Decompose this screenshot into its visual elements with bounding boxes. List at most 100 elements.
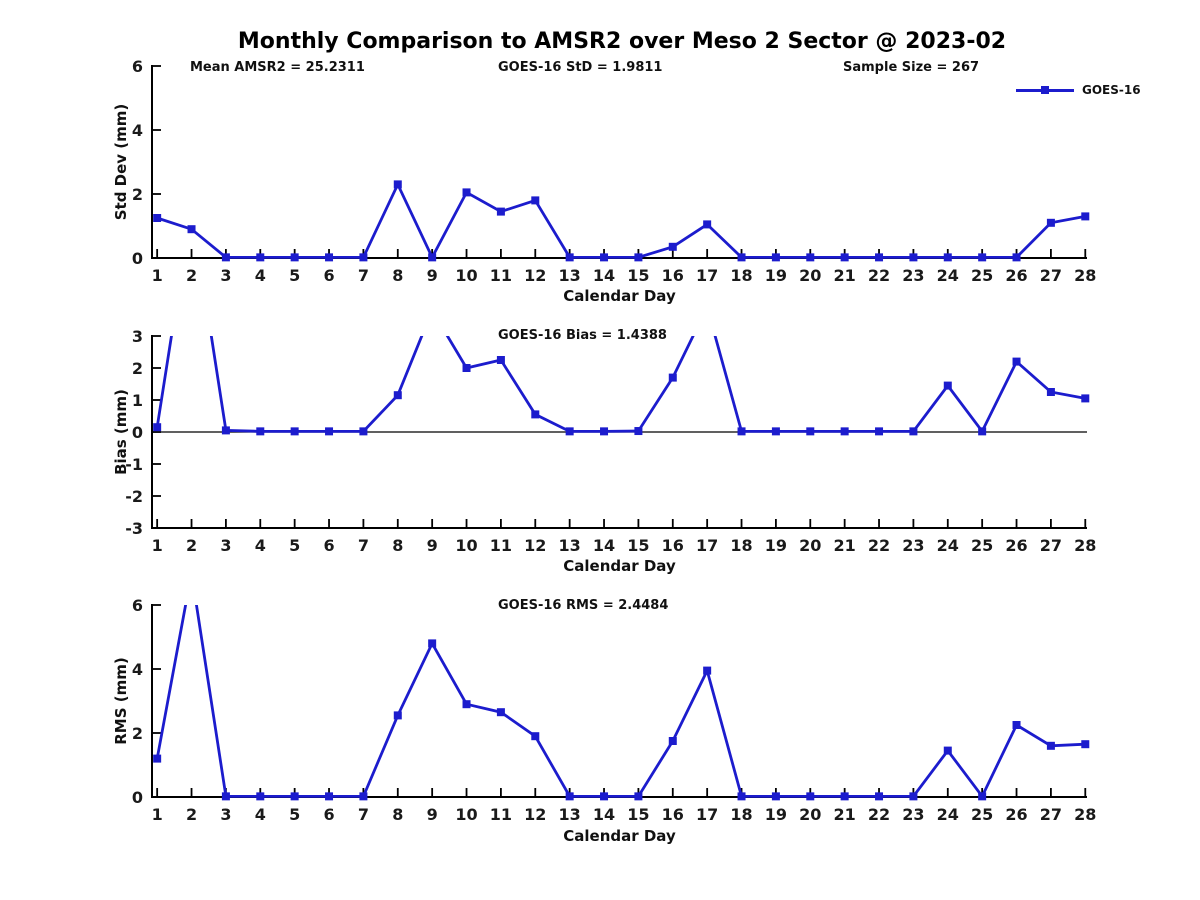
square-marker — [806, 427, 815, 436]
square-marker — [325, 253, 334, 262]
square-marker — [393, 391, 402, 400]
x-tick-label: 11 — [490, 805, 512, 824]
x-axis-label-bias: Calendar Day — [563, 557, 676, 575]
square-marker — [462, 188, 471, 197]
annotation-goes16-rms: GOES-16 RMS = 2.4484 — [498, 598, 669, 613]
x-tick-label: 10 — [455, 536, 477, 555]
x-tick-label: 20 — [799, 805, 821, 824]
x-tick-label: 13 — [559, 805, 581, 824]
square-marker — [978, 792, 987, 801]
series-GOES-16 — [153, 336, 1090, 436]
legend-square-marker-icon — [1041, 86, 1049, 94]
square-marker — [531, 732, 540, 741]
x-tick-label: 23 — [902, 266, 924, 285]
x-tick-label: 26 — [1005, 536, 1027, 555]
square-marker — [771, 792, 780, 801]
square-marker — [875, 792, 884, 801]
y-tick-label: 2 — [132, 724, 143, 743]
x-tick-label: 25 — [971, 536, 993, 555]
x-tick-label: 7 — [358, 805, 369, 824]
square-marker — [978, 427, 987, 436]
x-tick-label: 17 — [696, 266, 718, 285]
square-marker — [909, 427, 918, 436]
x-tick-label: 28 — [1074, 805, 1096, 824]
x-tick-label: 2 — [186, 266, 197, 285]
square-marker — [531, 196, 540, 205]
x-tick-label: 16 — [662, 805, 684, 824]
x-tick-label: 16 — [662, 536, 684, 555]
square-marker — [600, 427, 609, 436]
x-tick-label: 12 — [524, 805, 546, 824]
y-tick-label: 2 — [132, 185, 143, 204]
data-line — [156, 181, 1086, 261]
x-tick-label: 12 — [524, 266, 546, 285]
square-marker — [256, 427, 265, 436]
x-tick-label: 5 — [289, 266, 300, 285]
square-marker — [1046, 388, 1055, 396]
square-marker — [496, 708, 505, 717]
x-tick-label: 8 — [392, 805, 403, 824]
square-marker — [565, 792, 574, 801]
square-marker — [290, 792, 299, 801]
square-marker — [600, 792, 609, 801]
square-marker — [359, 792, 368, 801]
square-marker — [668, 737, 677, 745]
square-marker — [600, 253, 609, 262]
square-marker — [1012, 253, 1021, 262]
data-line — [155, 605, 1086, 800]
x-tick-label: 21 — [834, 266, 856, 285]
square-marker — [221, 792, 230, 801]
x-tick-label: 28 — [1074, 266, 1096, 285]
x-tick-label: 24 — [937, 536, 959, 555]
x-tick-label: 26 — [1005, 266, 1027, 285]
x-tick-label: 6 — [323, 266, 334, 285]
square-marker — [943, 381, 952, 390]
x-tick-label: 10 — [455, 266, 477, 285]
x-tick-label: 6 — [323, 536, 334, 555]
x-tick-label: 23 — [902, 536, 924, 555]
x-tick-label: 18 — [730, 805, 752, 824]
square-marker — [496, 207, 505, 216]
square-marker — [703, 220, 712, 229]
x-tick-label: 8 — [392, 266, 403, 285]
x-tick-label: 14 — [593, 805, 615, 824]
x-axis-label-rms: Calendar Day — [563, 827, 676, 845]
x-tick-label: 3 — [220, 536, 231, 555]
data-line — [155, 336, 1086, 435]
series-GOES-16 — [153, 180, 1090, 262]
square-marker — [840, 253, 849, 262]
square-marker — [909, 792, 918, 801]
square-marker — [221, 253, 230, 262]
x-tick-label: 21 — [834, 536, 856, 555]
square-marker — [978, 253, 987, 262]
x-tick-label: 14 — [593, 536, 615, 555]
legend-label: GOES-16 — [1082, 83, 1141, 97]
x-tick-label: 6 — [323, 805, 334, 824]
x-tick-label: 7 — [358, 536, 369, 555]
x-tick-label: 2 — [186, 805, 197, 824]
legend: GOES-16 — [1016, 83, 1141, 97]
square-marker — [771, 427, 780, 436]
y-tick-label: 0 — [132, 788, 143, 807]
square-marker — [806, 792, 815, 801]
x-tick-label: 24 — [937, 805, 959, 824]
x-tick-label: 15 — [627, 805, 649, 824]
x-tick-label: 19 — [765, 805, 787, 824]
square-marker — [531, 410, 540, 419]
x-tick-label: 26 — [1005, 805, 1027, 824]
x-tick-label: 25 — [971, 805, 993, 824]
square-marker — [943, 746, 952, 755]
square-marker — [771, 253, 780, 262]
x-tick-label: 1 — [152, 805, 163, 824]
chart-title: Monthly Comparison to AMSR2 over Meso 2 … — [237, 29, 1007, 54]
square-marker — [565, 427, 574, 436]
y-tick-label: -1 — [125, 455, 143, 474]
y-tick-label: 2 — [132, 359, 143, 378]
square-marker — [153, 754, 162, 763]
square-marker — [737, 253, 746, 262]
x-tick-label: 22 — [868, 805, 890, 824]
x-tick-label: 4 — [255, 536, 266, 555]
square-marker — [840, 792, 849, 801]
square-marker — [325, 427, 334, 436]
